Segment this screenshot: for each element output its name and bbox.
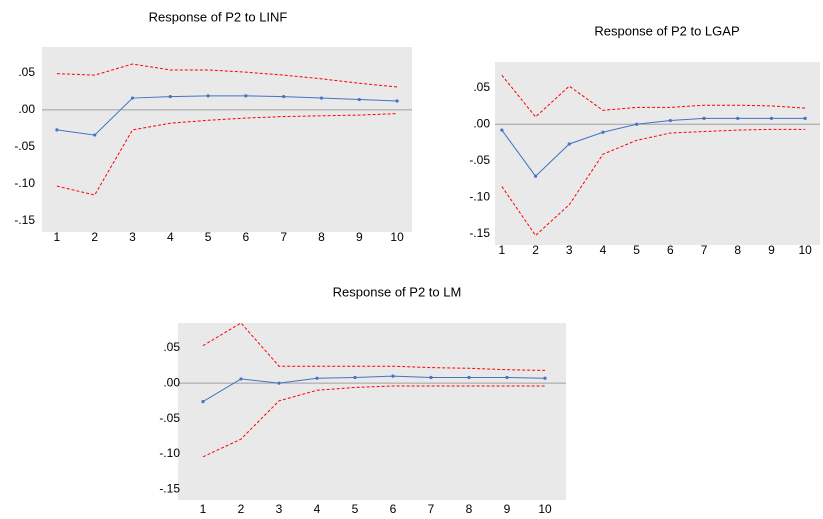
y-tick-label: .05: [163, 340, 180, 354]
x-tick-label: 8: [466, 502, 473, 516]
x-tick-label: 10: [798, 243, 812, 257]
x-tick-label: 6: [243, 230, 250, 244]
x-tick-label: 9: [768, 243, 775, 257]
x-tick-label: 6: [390, 502, 397, 516]
y-tick-label: .00: [473, 116, 490, 130]
chart-panel: Response of P2 to LINF .05 .00 -.05 -.10 -.15…: [14, 9, 412, 244]
x-tick-label: 3: [276, 502, 283, 516]
confidence-band: [56, 63, 398, 88]
x-tick-label: 4: [314, 502, 321, 516]
y-tick-label: -.15: [14, 213, 35, 227]
y-tick-label: -.05: [14, 139, 35, 153]
y-tick-label: -.15: [159, 482, 180, 496]
x-tick-label: 7: [428, 502, 435, 516]
y-tick-label: .05: [473, 80, 490, 94]
x-tick-label: 4: [600, 243, 607, 257]
y-tick-label: -.10: [159, 446, 180, 460]
x-tick-label: 9: [356, 230, 363, 244]
x-tick-label: 5: [633, 243, 640, 257]
x-tick-label: 7: [701, 243, 708, 257]
plot-area: [42, 47, 412, 232]
y-tick-label: -.05: [159, 411, 180, 425]
y-tick-label: .00: [18, 102, 35, 116]
x-tick-label: 2: [532, 243, 539, 257]
chart-panel: Response of P2 to LGAP .05 .00 -.05 -.10 -.15…: [469, 23, 820, 257]
response-line: [55, 94, 399, 137]
x-tick-label: 8: [318, 230, 325, 244]
plot-area: [495, 62, 820, 245]
confidence-band: [501, 74, 806, 118]
x-tick-label: 4: [167, 230, 174, 244]
x-tick-label: 7: [280, 230, 287, 244]
response-line: [201, 374, 547, 404]
x-tick-label: 8: [734, 243, 741, 257]
confidence-band: [56, 113, 398, 196]
x-tick-label: 5: [352, 502, 359, 516]
y-tick-label: -.05: [469, 153, 490, 167]
y-tick-label: .00: [163, 375, 180, 389]
y-tick-label: .05: [18, 65, 35, 79]
plot-area: [178, 323, 566, 500]
response-line: [500, 116, 807, 178]
x-tick-label: 1: [200, 502, 207, 516]
x-tick-label: 6: [667, 243, 674, 257]
x-tick-label: 5: [205, 230, 212, 244]
x-tick-label: 3: [566, 243, 573, 257]
y-tick-label: -.10: [469, 190, 490, 204]
y-tick-label: -.15: [469, 226, 490, 240]
confidence-band: [501, 128, 806, 237]
x-tick-label: 10: [390, 230, 404, 244]
confidence-band: [202, 322, 546, 371]
x-tick-label: 2: [91, 230, 98, 244]
x-tick-label: 3: [129, 230, 136, 244]
x-tick-label: 1: [54, 230, 61, 244]
x-tick-label: 2: [238, 502, 245, 516]
chart-title: Response of P2 to LM: [333, 284, 462, 299]
chart-title: Response of P2 to LINF: [149, 9, 288, 24]
y-tick-label: -.10: [14, 176, 35, 190]
chart-title: Response of P2 to LGAP: [594, 23, 739, 38]
chart-panel: Response of P2 to LM .05 .00 -.05 -.10 -.15 1 2…: [159, 284, 566, 516]
x-tick-label: 10: [538, 502, 552, 516]
x-tick-label: 9: [504, 502, 511, 516]
x-tick-label: 1: [499, 243, 506, 257]
confidence-band: [202, 385, 545, 458]
